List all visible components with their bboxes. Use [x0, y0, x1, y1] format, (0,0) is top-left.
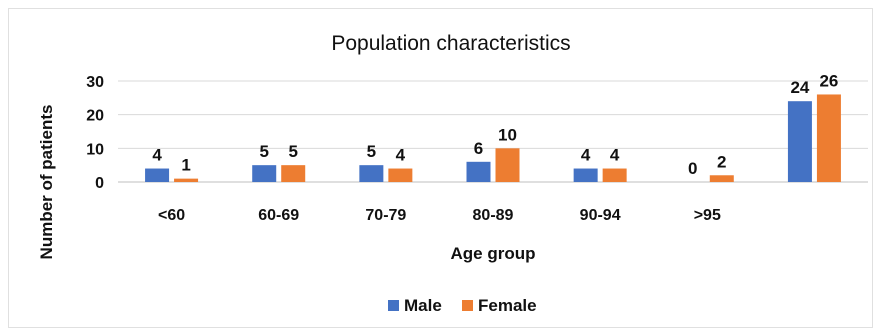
x-tick-label: <60: [158, 207, 185, 224]
bar-male: [573, 168, 598, 182]
y-tick-label: 0: [95, 175, 104, 192]
data-label: 2: [717, 152, 726, 171]
bar-female: [602, 168, 627, 182]
data-label: 4: [396, 146, 406, 165]
x-axis-title: Age group: [451, 244, 536, 263]
data-label: 24: [790, 78, 809, 97]
y-tick-labels: 0 10 20 30: [86, 74, 104, 192]
data-label: 5: [259, 142, 268, 161]
data-label: 26: [819, 71, 838, 90]
x-tick-label: 90-94: [580, 207, 621, 224]
bar-female: [495, 148, 520, 182]
chart-title: Population characteristics: [331, 32, 570, 55]
chart-frame: [8, 8, 873, 328]
bar-male: [252, 165, 277, 182]
bar-male: [787, 101, 812, 182]
legend-label-male: Male: [404, 296, 442, 315]
data-label: 0: [688, 159, 697, 178]
bar-female: [174, 178, 199, 182]
data-label: 10: [498, 125, 517, 144]
data-label: 4: [152, 146, 162, 165]
y-tick-label: 10: [86, 141, 104, 158]
data-label: 5: [367, 142, 376, 161]
legend-swatch-male: [388, 300, 399, 311]
data-label: 1: [181, 156, 190, 175]
bar-female: [816, 94, 841, 182]
x-tick-label: 60-69: [258, 207, 299, 224]
y-tick-label: 30: [86, 74, 104, 91]
legend-swatch-female: [462, 300, 473, 311]
x-tick-label: >95: [694, 207, 721, 224]
bars: [145, 94, 841, 182]
bar-female: [388, 168, 413, 182]
gridlines: [118, 80, 868, 183]
data-label: 5: [288, 142, 297, 161]
legend: Male Female: [388, 296, 537, 315]
x-tick-label: 80-89: [473, 207, 514, 224]
x-tick-labels: <60 60-69 70-79 80-89 90-94 >95: [158, 207, 721, 224]
bar-male: [145, 168, 170, 182]
bar-male: [359, 165, 384, 182]
data-label: 6: [474, 139, 483, 158]
y-axis-title: Number of patients: [37, 105, 56, 260]
data-label: 4: [581, 146, 591, 165]
legend-label-female: Female: [478, 296, 537, 315]
bar-female: [281, 165, 306, 182]
bar-female: [709, 175, 734, 182]
x-tick-label: 70-79: [365, 207, 406, 224]
y-tick-label: 20: [86, 108, 104, 125]
bar-male: [466, 161, 491, 182]
data-label: 4: [610, 146, 620, 165]
